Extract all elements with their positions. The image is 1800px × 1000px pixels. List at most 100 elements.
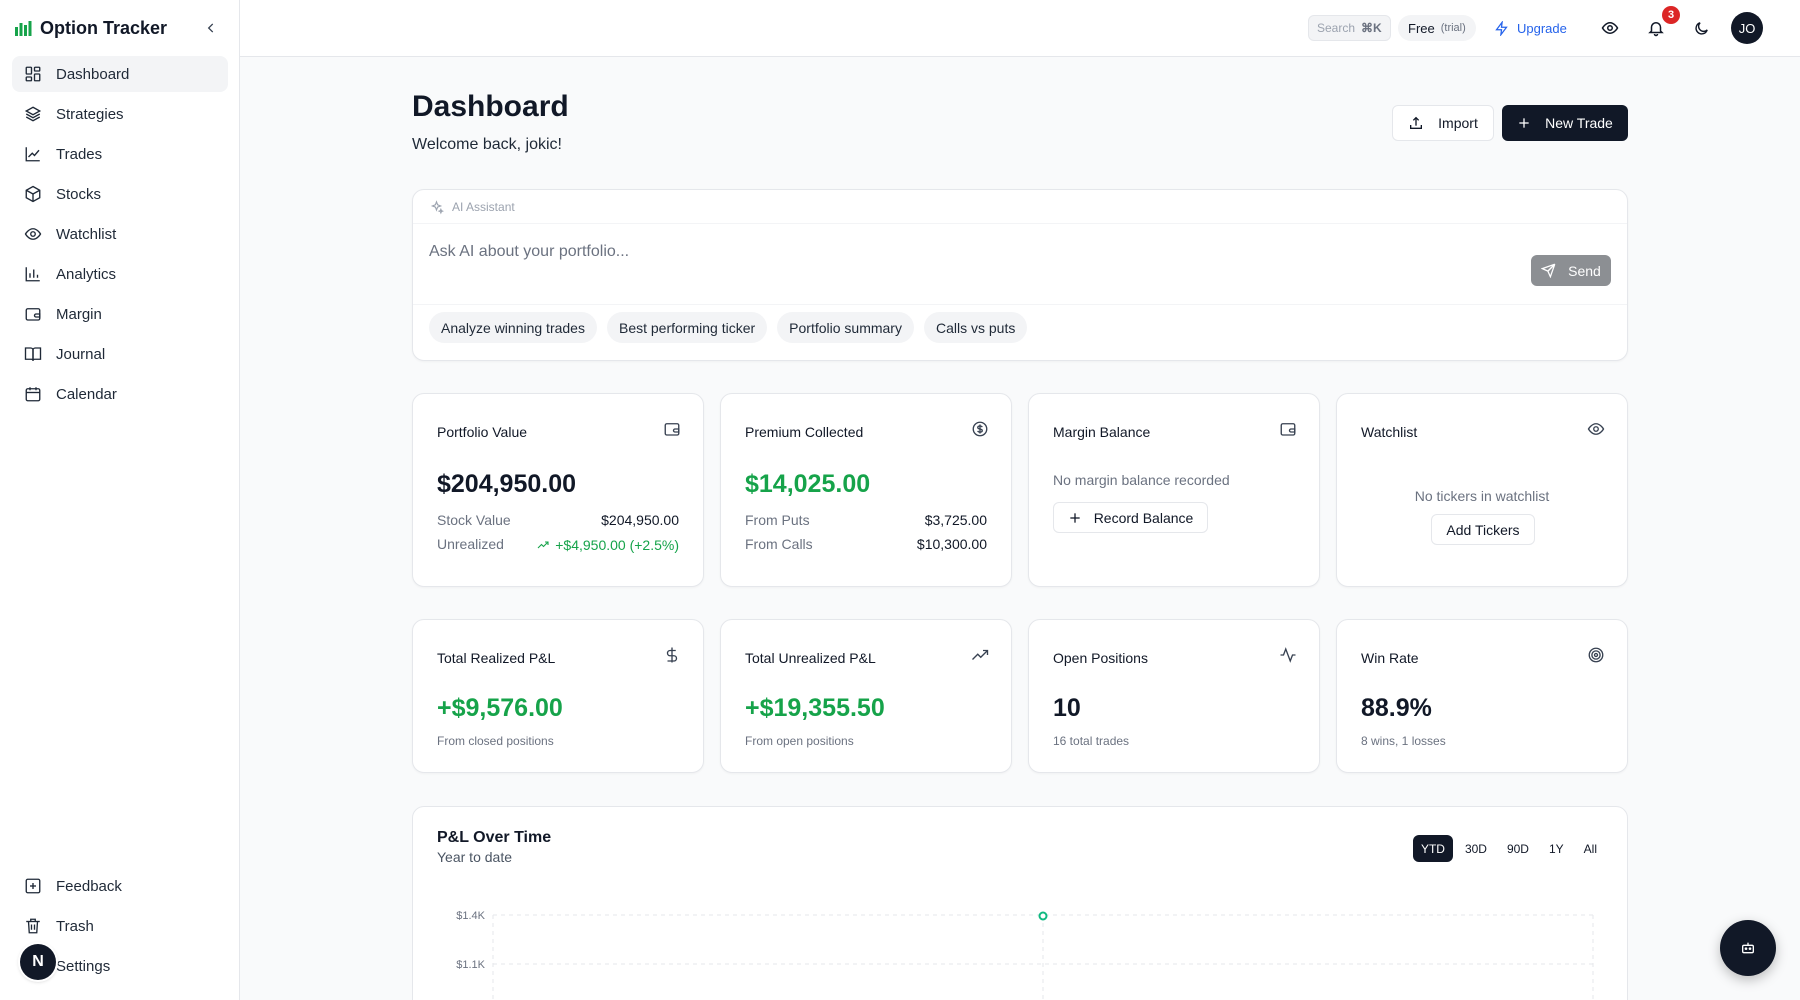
unrealized-value-wrap: +$4,950.00 (+2.5%) [537, 536, 679, 554]
suggestion-chip[interactable]: Analyze winning trades [429, 312, 597, 343]
from-puts-row: From Puts $3,725.00 [745, 512, 987, 530]
dollar-circle-icon [972, 421, 988, 437]
open-positions-card: Open Positions 10 16 total trades [1028, 619, 1320, 773]
add-tickers-button[interactable]: Add Tickers [1431, 514, 1535, 545]
brand[interactable]: Option Tracker [14, 16, 167, 40]
user-avatar[interactable]: JO [1731, 12, 1763, 44]
new-trade-button[interactable]: New Trade [1502, 105, 1628, 141]
eye-icon [1587, 423, 1605, 435]
range-1y[interactable]: 1Y [1548, 841, 1564, 856]
app-name: Option Tracker [40, 17, 168, 38]
chart-subtitle: Year to date [437, 849, 512, 865]
unrealized-row: Unrealized +$4,950.00 (+2.5%) [437, 536, 679, 554]
stock-value-label: Stock Value [437, 512, 511, 528]
send-button[interactable]: Send [1531, 255, 1611, 286]
bell-icon [1648, 22, 1664, 37]
upload-icon [1410, 116, 1423, 129]
sidebar-item-strategies[interactable]: Strategies [12, 96, 228, 132]
range-all[interactable]: All [1583, 841, 1597, 856]
range-90d[interactable]: 90D [1506, 841, 1529, 856]
sidebar-item-margin[interactable]: Margin [12, 296, 228, 332]
from-calls-row: From Calls $10,300.00 [745, 536, 987, 554]
sidebar: Option Tracker Dashboard Strategies Trad… [0, 0, 240, 1000]
theme-toggle-button[interactable] [1690, 17, 1712, 39]
sidebar-item-label: Trash [56, 917, 94, 935]
calendar-icon [25, 387, 41, 402]
suggestion-chip[interactable]: Best performing ticker [606, 312, 768, 343]
pnl-chart: $1.4K $1.1K [456, 910, 1594, 1000]
send-icon [1541, 263, 1556, 278]
suggestion-chip[interactable]: Calls vs puts [923, 312, 1028, 343]
watchlist-empty-text: No tickers in watchlist [1414, 488, 1550, 504]
sidebar-item-trades[interactable]: Trades [12, 136, 228, 172]
from-puts-label: From Puts [745, 512, 810, 528]
from-calls-label: From Calls [745, 536, 813, 552]
sidebar-item-label: Strategies [56, 105, 124, 123]
send-label: Send [1568, 262, 1601, 279]
layers-icon [24, 106, 42, 122]
sidebar-item-journal[interactable]: Journal [12, 336, 228, 372]
sidebar-item-label: Analytics [56, 265, 117, 283]
range-selector: YTD 30D 90D 1Y All [1412, 835, 1605, 862]
unrealized-pnl-value: +$19,355.50 [745, 694, 885, 722]
notifications-button[interactable] [1645, 17, 1667, 39]
portfolio-value: $204,950.00 [437, 470, 577, 498]
chevron-left-icon [207, 23, 214, 33]
sidebar-item-trash[interactable]: Trash [12, 908, 228, 944]
stock-value: $204,950.00 [601, 512, 679, 528]
bar-chart-icon [25, 267, 40, 282]
ai-assistant-header: AI Assistant [429, 198, 515, 216]
wallet-icon [664, 423, 680, 436]
data-point[interactable] [1038, 911, 1048, 921]
sidebar-item-feedback[interactable]: Feedback [12, 868, 228, 904]
sidebar-nav: Dashboard Strategies Trades Stocks Watch… [12, 56, 228, 416]
premium-collected-value: $14,025.00 [745, 470, 871, 498]
lightning-icon [1495, 20, 1508, 36]
sidebar-item-label: Feedback [56, 877, 122, 895]
sidebar-item-label: Watchlist [56, 225, 117, 243]
sidebar-item-label: Journal [56, 345, 106, 363]
card-title: Premium Collected [745, 424, 864, 440]
search-button[interactable]: Search ⌘K [1308, 15, 1391, 41]
ai-assistant-label: AI Assistant [452, 200, 515, 214]
floating-avatar[interactable]: N [20, 944, 56, 980]
range-30d[interactable]: 30D [1464, 841, 1487, 856]
assistant-fab-button[interactable] [1720, 920, 1776, 976]
record-balance-button[interactable]: Record Balance [1053, 502, 1208, 533]
collapse-sidebar-button[interactable] [201, 18, 221, 38]
win-rate-sub: 8 wins, 1 losses [1361, 734, 1446, 748]
privacy-toggle-button[interactable] [1599, 17, 1621, 39]
realized-pnl-value: +$9,576.00 [437, 694, 563, 722]
moon-icon [1694, 21, 1708, 35]
logo-bars-icon [15, 21, 32, 36]
import-button[interactable]: Import [1392, 105, 1494, 141]
add-tickers-label: Add Tickers [1446, 521, 1520, 538]
from-calls-value: $10,300.00 [916, 536, 987, 552]
target-icon [1588, 647, 1604, 663]
notification-count-badge: 3 [1662, 6, 1680, 24]
range-ytd[interactable]: YTD [1412, 835, 1453, 862]
sidebar-item-label: Calendar [56, 385, 117, 403]
divider [413, 223, 1627, 224]
ai-prompt-input[interactable] [429, 240, 1509, 264]
watchlist-card: Watchlist No tickers in watchlist Add Ti… [1336, 393, 1628, 587]
sidebar-item-stocks[interactable]: Stocks [12, 176, 228, 212]
upgrade-link[interactable]: Upgrade [1494, 18, 1567, 38]
sidebar-item-label: Settings [56, 957, 111, 975]
sidebar-item-watchlist[interactable]: Watchlist [12, 216, 228, 252]
sidebar-item-analytics[interactable]: Analytics [12, 256, 228, 292]
sidebar-item-dashboard[interactable]: Dashboard [12, 56, 228, 92]
plus-icon [1070, 512, 1080, 523]
box-icon [25, 185, 41, 203]
card-title: Win Rate [1361, 650, 1419, 666]
new-trade-label: New Trade [1545, 115, 1613, 131]
card-title: Portfolio Value [437, 424, 528, 440]
suggestion-chip[interactable]: Portfolio summary [777, 312, 914, 343]
portfolio-value-card: Portfolio Value $204,950.00 Stock Value … [412, 393, 704, 587]
card-title: Watchlist [1361, 424, 1418, 440]
dollar-icon [666, 647, 678, 663]
page-title: Dashboard [412, 90, 569, 123]
pnl-chart-card: P&L Over Time Year to date YTD 30D 90D 1… [412, 806, 1628, 1000]
plan-badge: Free (trial) [1398, 15, 1476, 41]
sidebar-item-calendar[interactable]: Calendar [12, 376, 228, 412]
